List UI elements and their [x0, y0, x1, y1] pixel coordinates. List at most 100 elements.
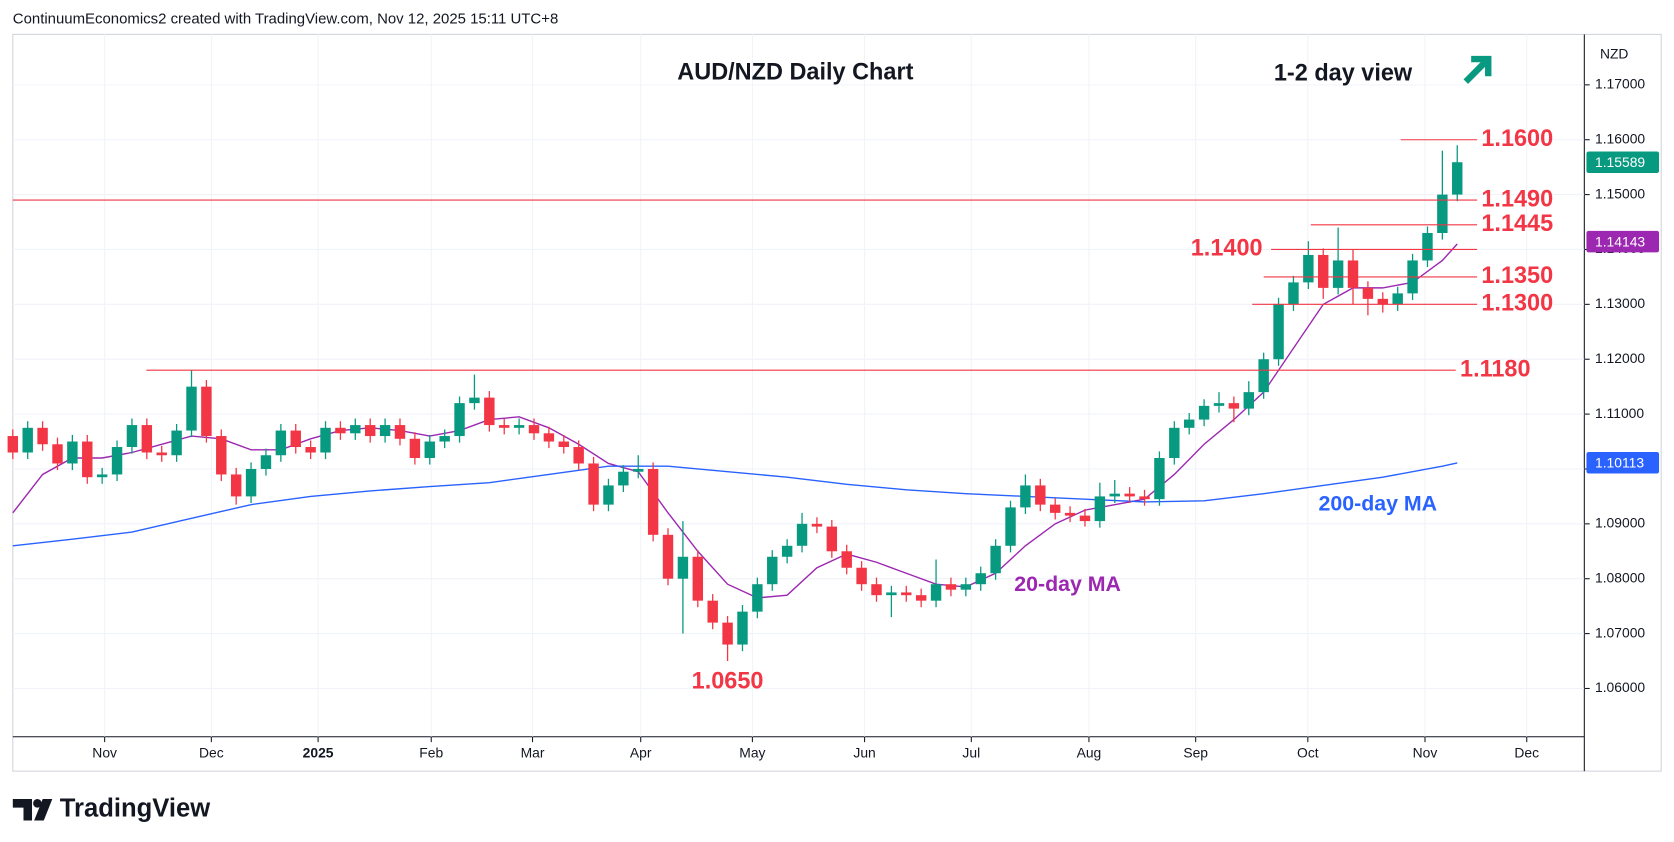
- candle-body: [1213, 403, 1225, 406]
- candle-body: [1094, 496, 1106, 522]
- candle-body: [915, 595, 927, 601]
- price-badge-label: 1.10113: [1595, 454, 1644, 470]
- candle-body: [156, 452, 167, 456]
- candle-body: [186, 386, 197, 431]
- candle-body: [454, 403, 465, 437]
- candle-body: [1258, 359, 1269, 393]
- candle-body: [841, 551, 852, 568]
- candle-body: [692, 556, 704, 601]
- candle-body: [126, 425, 138, 448]
- candle-body: [558, 441, 569, 448]
- candle-body: [1035, 485, 1046, 505]
- candle-body: [1064, 512, 1076, 516]
- candle-body: [469, 397, 480, 404]
- candle-body: [781, 545, 793, 557]
- x-tick-label: Jul: [962, 745, 980, 761]
- candle-body: [394, 425, 406, 439]
- level-label: 1.1445: [1481, 210, 1553, 236]
- tradingview-logo: [12, 799, 53, 821]
- frame: [12, 33, 1662, 772]
- candle-body: [1005, 507, 1016, 546]
- candle-body: [886, 592, 897, 596]
- candle-body: [364, 425, 376, 437]
- candle-body: [1437, 194, 1448, 234]
- candle-body: [67, 441, 78, 464]
- candle-body: [975, 573, 986, 585]
- y-tick-label: 1.06000: [1595, 679, 1645, 695]
- moving-average-label: 20-day MA: [1014, 572, 1121, 596]
- x-tick-label: Dec: [1514, 745, 1539, 761]
- candle-body: [722, 622, 733, 645]
- candle-body: [424, 441, 435, 458]
- candle-body: [618, 471, 629, 486]
- candle-body: [826, 526, 838, 552]
- candle-body: [1332, 260, 1344, 288]
- candle-body: [245, 468, 257, 497]
- candle-body: [811, 523, 823, 527]
- candle-body: [230, 474, 242, 497]
- candle-body: [82, 441, 93, 478]
- plot: [7, 139, 1478, 662]
- moving-average-label: 200-day MA: [1318, 491, 1437, 515]
- candle-body: [633, 468, 644, 472]
- candle-body: [439, 436, 450, 442]
- x-tick-label: Mar: [521, 745, 545, 761]
- candle-body: [1198, 405, 1210, 420]
- candle-body: [528, 425, 540, 434]
- candle-body: [7, 436, 19, 453]
- candle-body: [1303, 254, 1314, 283]
- candle-body: [1392, 293, 1403, 305]
- x-tick-label: May: [739, 745, 765, 761]
- moving-average: [12, 243, 1458, 599]
- y-tick-label: 1.13000: [1595, 295, 1645, 311]
- candle-body: [796, 523, 808, 546]
- candle-body: [1228, 403, 1240, 409]
- y-tick-label: 1.08000: [1595, 569, 1645, 585]
- price-badge: [1586, 151, 1660, 174]
- price-badge-label: 1.15589: [1595, 154, 1645, 170]
- candle-body: [1422, 233, 1433, 261]
- candle-body: [1139, 496, 1150, 500]
- candle-body: [513, 425, 525, 428]
- candle-body: [707, 600, 718, 623]
- x-tick-label: 2025: [303, 745, 334, 761]
- candle-body: [767, 556, 778, 585]
- candle-body: [1154, 457, 1165, 500]
- price-badge: [1586, 230, 1660, 253]
- price-badge: [1586, 452, 1660, 474]
- level-label: 1.1300: [1481, 290, 1553, 316]
- candle-body: [573, 447, 584, 464]
- x-tick-label: Sep: [1183, 745, 1208, 761]
- y-tick-label: 1.17000: [1595, 75, 1645, 91]
- candle-body: [22, 427, 33, 453]
- candle-body: [856, 567, 867, 585]
- candle-body: [52, 444, 63, 464]
- candle-body: [901, 592, 912, 596]
- candle-body: [484, 397, 495, 426]
- candle-body: [1288, 282, 1299, 305]
- candle-body: [1169, 427, 1180, 458]
- candle-body: [677, 556, 689, 579]
- y-tick-label: 1.12000: [1595, 350, 1645, 366]
- y-tick-label: 1.16000: [1595, 130, 1645, 146]
- low-label: 1.0650: [692, 668, 764, 694]
- candle-body: [305, 447, 316, 453]
- level-label: 1.1490: [1481, 185, 1553, 211]
- candle-body: [290, 430, 301, 448]
- y-tick-label: 1.11000: [1595, 405, 1644, 421]
- chart-title: AUD/NZD Daily Chart: [677, 58, 913, 84]
- footer-brand: TradingView: [60, 795, 211, 823]
- candle-body: [260, 455, 272, 469]
- candle-body: [350, 425, 361, 434]
- candle-body: [171, 430, 182, 456]
- candle-body: [1124, 493, 1135, 497]
- candle-body: [1318, 254, 1329, 288]
- x-tick-label: Apr: [630, 745, 652, 761]
- candle-body: [96, 474, 108, 478]
- header: ContinuumEconomics2 created with Trading…: [13, 10, 558, 27]
- candle-body: [1243, 392, 1254, 409]
- candle-body: [1020, 485, 1031, 508]
- candle-body: [1079, 515, 1091, 522]
- x-tick-label: Dec: [199, 745, 224, 761]
- x-tick-label: Nov: [1413, 745, 1438, 761]
